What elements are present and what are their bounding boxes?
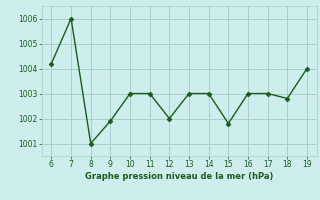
X-axis label: Graphe pression niveau de la mer (hPa): Graphe pression niveau de la mer (hPa)	[85, 172, 273, 181]
